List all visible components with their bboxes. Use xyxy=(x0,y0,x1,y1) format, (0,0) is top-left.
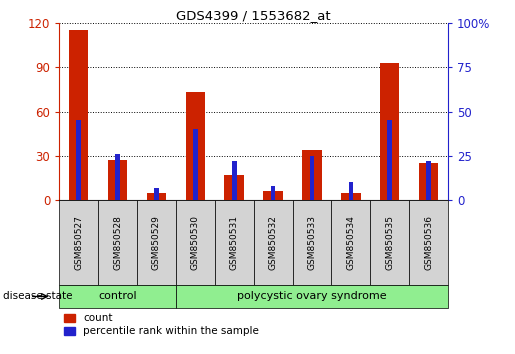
Text: polycystic ovary syndrome: polycystic ovary syndrome xyxy=(237,291,387,302)
Bar xyxy=(185,92,205,200)
Bar xyxy=(293,200,332,285)
Bar xyxy=(271,186,276,200)
Bar xyxy=(176,200,215,285)
Text: GSM850533: GSM850533 xyxy=(307,215,316,270)
Bar xyxy=(215,200,253,285)
Bar xyxy=(76,120,81,200)
Bar xyxy=(154,188,159,200)
Bar xyxy=(380,63,400,200)
Bar xyxy=(341,193,360,200)
Text: GSM850536: GSM850536 xyxy=(424,215,433,270)
Bar xyxy=(387,120,392,200)
Bar xyxy=(310,156,314,200)
Bar xyxy=(59,285,176,308)
Bar xyxy=(253,200,293,285)
Bar xyxy=(263,191,283,200)
Text: GSM850534: GSM850534 xyxy=(347,215,355,270)
Text: GSM850535: GSM850535 xyxy=(385,215,394,270)
Bar xyxy=(137,200,176,285)
Bar xyxy=(349,182,353,200)
Bar xyxy=(176,285,448,308)
Text: GSM850532: GSM850532 xyxy=(269,215,278,270)
Text: GSM850530: GSM850530 xyxy=(191,215,200,270)
Bar xyxy=(115,154,120,200)
Text: disease state: disease state xyxy=(3,291,72,302)
Bar xyxy=(59,200,98,285)
Bar xyxy=(419,163,438,200)
Bar xyxy=(108,160,127,200)
Title: GDS4399 / 1553682_at: GDS4399 / 1553682_at xyxy=(176,9,331,22)
Text: control: control xyxy=(98,291,137,302)
Bar xyxy=(370,200,409,285)
Bar xyxy=(69,30,89,200)
Bar xyxy=(409,200,448,285)
Bar xyxy=(232,161,236,200)
Bar xyxy=(426,161,431,200)
Text: GSM850531: GSM850531 xyxy=(230,215,238,270)
Bar xyxy=(332,200,370,285)
Bar xyxy=(225,175,244,200)
Bar xyxy=(302,150,322,200)
Legend: count, percentile rank within the sample: count, percentile rank within the sample xyxy=(64,313,259,336)
Bar xyxy=(98,200,137,285)
Text: GSM850528: GSM850528 xyxy=(113,215,122,270)
Text: GSM850529: GSM850529 xyxy=(152,215,161,270)
Text: GSM850527: GSM850527 xyxy=(74,215,83,270)
Bar xyxy=(193,129,198,200)
Bar xyxy=(147,193,166,200)
